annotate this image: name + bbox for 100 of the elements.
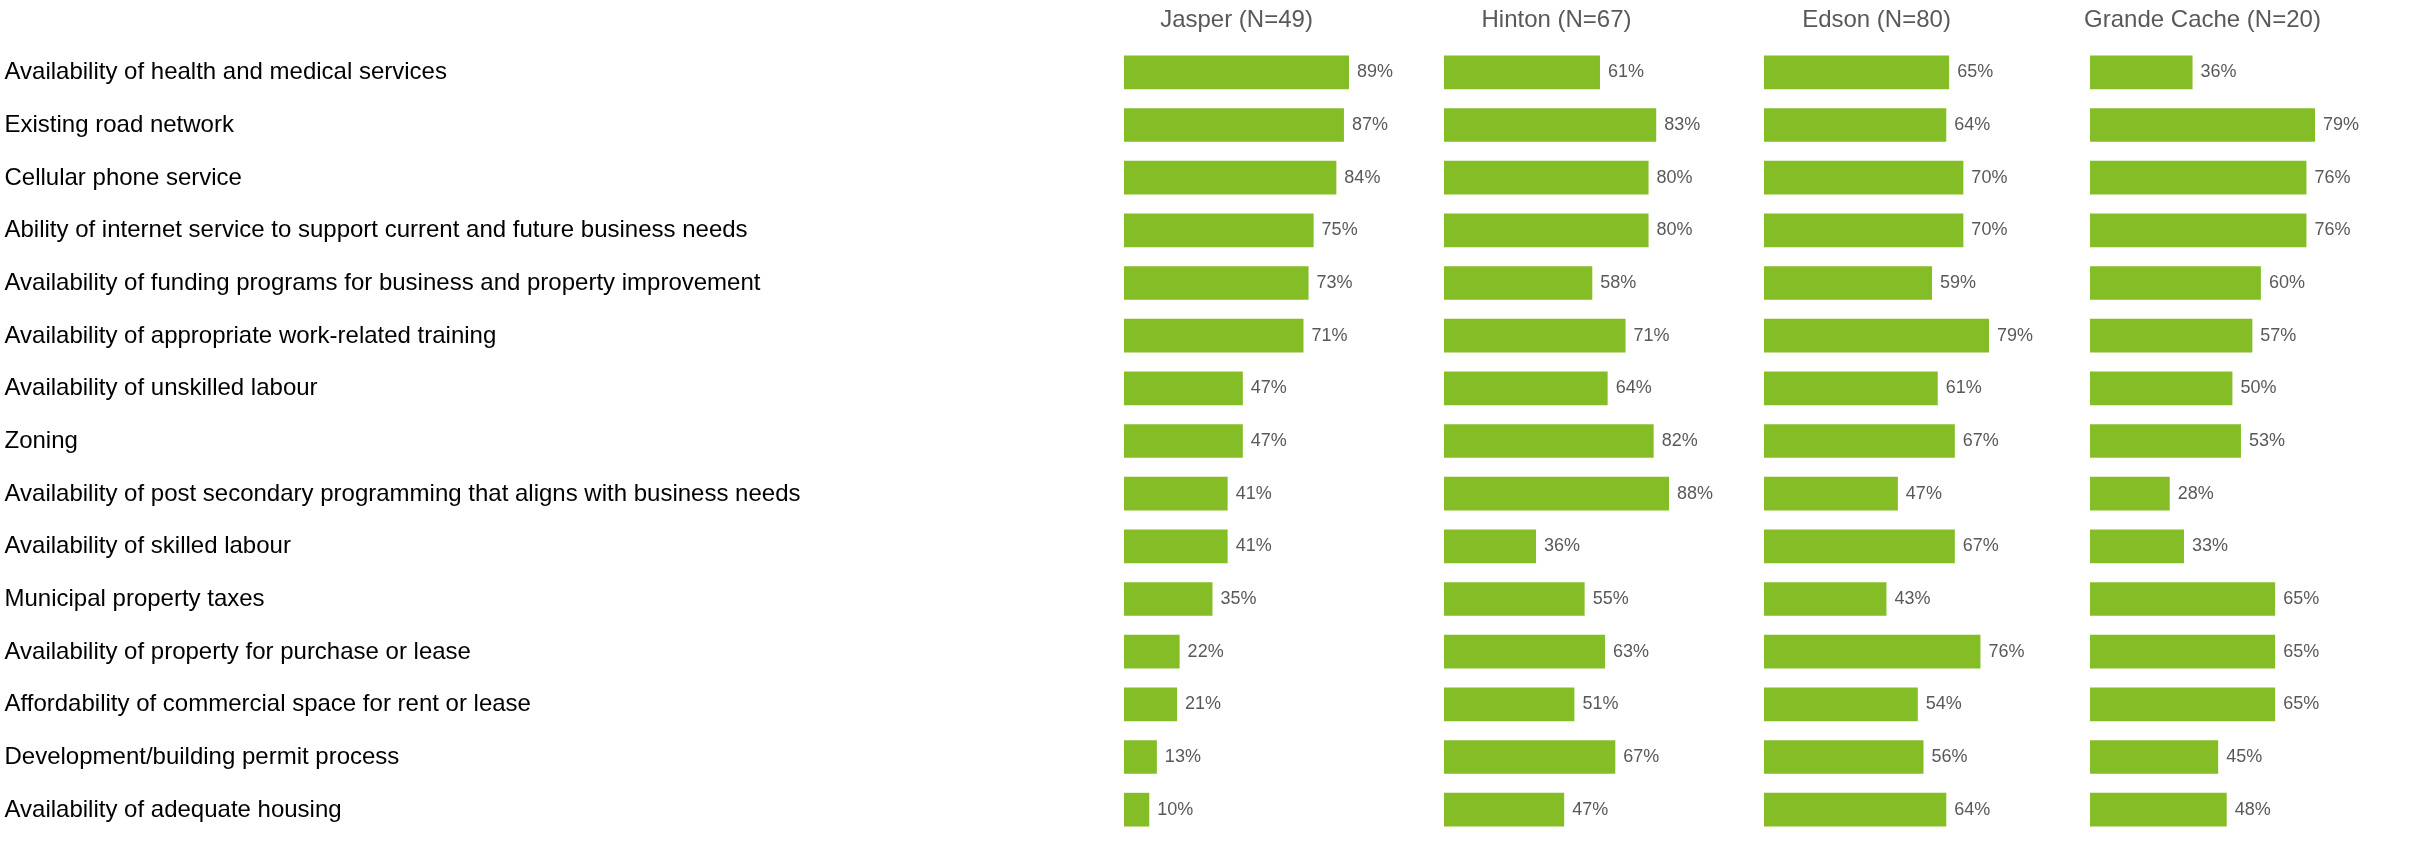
bar <box>1124 424 1243 458</box>
data-label: 67% <box>1623 746 1660 766</box>
data-label: 33% <box>2191 535 2229 556</box>
data-label: 45% <box>2226 746 2263 766</box>
bar <box>2090 582 2276 616</box>
bar <box>2090 371 2233 406</box>
chart-title: Grande Cache (N=20) <box>2084 5 2321 32</box>
data-label: 28% <box>2177 482 2214 503</box>
data-label: 71% <box>1633 324 1670 345</box>
data-label: 36% <box>2200 61 2237 82</box>
bar <box>1444 424 1654 458</box>
bar <box>1444 160 1649 195</box>
data-label: 21% <box>1185 693 1222 714</box>
data-label: 88% <box>1677 482 1714 503</box>
data-label: 43% <box>1894 588 1931 608</box>
y-tick-label: Availability of appropriate work-related training <box>4 320 497 348</box>
bar <box>1444 634 1606 669</box>
bar <box>2090 266 2261 300</box>
bar <box>2090 108 2315 142</box>
data-label: 61% <box>1607 61 1644 82</box>
data-label: 64% <box>1954 798 1991 819</box>
data-label: 56% <box>1931 746 1968 766</box>
data-label: 67% <box>1962 535 1999 556</box>
data-label: 51% <box>1582 693 1619 714</box>
y-tick-label: Availability of post secondary programming that aligns with business needs <box>4 478 801 506</box>
bar <box>1764 266 1933 300</box>
bar <box>1444 687 1575 722</box>
data-label: 65% <box>2283 640 2320 661</box>
y-tick-label: Availability of adequate housing <box>4 794 342 822</box>
y-tick-label: Availability of health and medical services <box>4 57 447 85</box>
bar <box>2090 160 2307 195</box>
data-label: 59% <box>1940 272 1977 292</box>
bar <box>1124 740 1157 774</box>
y-tick-label: Availability of unskilled labour <box>4 373 318 401</box>
bar <box>1764 318 1989 353</box>
bar <box>1764 792 1947 827</box>
y-tick-label: Affordability of commercial space for rent or lease <box>4 689 531 717</box>
chart-title: Jasper (N=49) <box>1160 5 1313 32</box>
y-tick-label: Availability of property for purchase or lease <box>4 636 471 664</box>
bar <box>1124 476 1228 511</box>
bar <box>1764 108 1947 142</box>
bar <box>1124 687 1178 722</box>
data-label: 70% <box>1971 219 2008 240</box>
bar <box>2090 634 2276 669</box>
chart-title: Edson (N=80) <box>1802 5 1951 32</box>
data-label: 13% <box>1164 746 1201 766</box>
chart-title: Hinton (N=67) <box>1481 5 1632 32</box>
data-label: 57% <box>2260 324 2297 345</box>
data-label: 36% <box>1544 535 1581 556</box>
data-label: 79% <box>2323 114 2360 134</box>
bar <box>1444 529 1537 564</box>
bar <box>1764 213 1964 248</box>
bar <box>1124 371 1243 406</box>
bar <box>2090 529 2184 564</box>
data-label: 75% <box>1321 219 1358 240</box>
y-tick-label: Development/building permit process <box>4 742 400 769</box>
bar <box>1444 476 1669 511</box>
data-label: 80% <box>1656 219 1693 240</box>
data-label: 47% <box>1250 430 1287 450</box>
bar <box>1444 582 1585 616</box>
bar <box>1444 266 1593 300</box>
bar <box>1764 371 1938 406</box>
data-label: 71% <box>1311 324 1348 345</box>
data-label: 60% <box>2268 272 2305 292</box>
data-label: 65% <box>2283 588 2320 608</box>
data-label: 50% <box>2240 377 2277 398</box>
data-label: 76% <box>1988 640 2025 661</box>
data-label: 80% <box>1656 166 1693 187</box>
bar <box>2090 318 2253 353</box>
data-label: 84% <box>1344 166 1381 187</box>
data-label: 67% <box>1962 430 1999 450</box>
y-tick-label: Zoning <box>4 426 78 453</box>
data-label: 48% <box>2234 798 2271 819</box>
data-label: 10% <box>1157 798 1194 819</box>
data-label: 41% <box>1235 482 1272 503</box>
bar <box>1444 213 1649 248</box>
y-tick-label: Availability of skilled labour <box>4 531 291 559</box>
bar <box>1444 108 1657 142</box>
bar <box>1764 476 1898 511</box>
data-label: 64% <box>1615 377 1652 398</box>
bar <box>1124 582 1213 616</box>
bar <box>2090 213 2307 248</box>
bar <box>2090 687 2276 722</box>
bar <box>2090 55 2193 90</box>
bar <box>1444 792 1565 827</box>
bar <box>1764 582 1887 616</box>
bar <box>1124 213 1314 248</box>
bar <box>2090 424 2241 458</box>
data-label: 47% <box>1250 377 1287 398</box>
data-label: 76% <box>2314 219 2351 240</box>
data-label: 65% <box>1957 61 1994 82</box>
bar <box>1764 529 1955 564</box>
y-tick-label: Existing road network <box>4 110 235 137</box>
data-label: 70% <box>1971 166 2008 187</box>
bar <box>1124 318 1304 353</box>
data-label: 47% <box>1572 798 1609 819</box>
bar <box>1444 318 1626 353</box>
data-label: 87% <box>1351 114 1388 134</box>
bar <box>1124 108 1344 142</box>
data-label: 79% <box>1997 324 2034 345</box>
